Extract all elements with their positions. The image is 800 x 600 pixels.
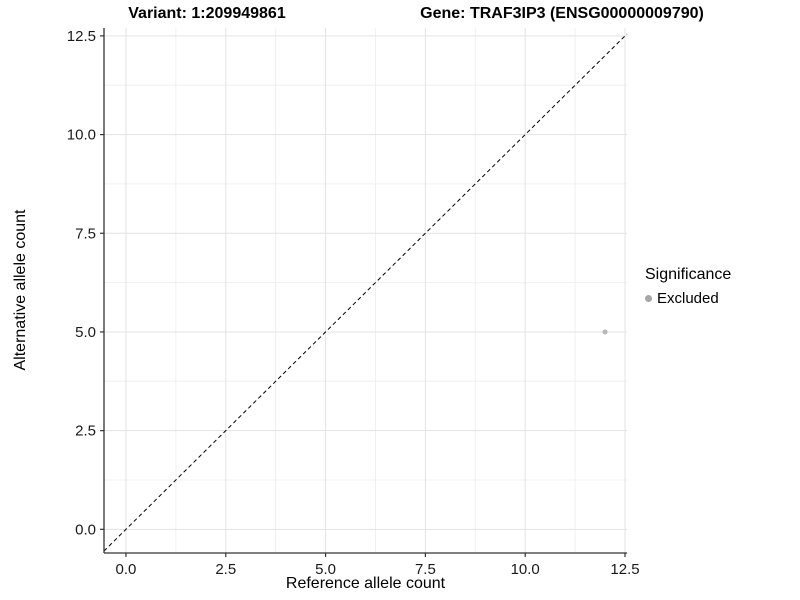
- x-tick-label: 10.0: [511, 561, 540, 578]
- legend: Significance Excluded: [645, 266, 731, 307]
- legend-item-label: Excluded: [657, 290, 719, 307]
- x-tick-label: 12.5: [610, 561, 639, 578]
- x-tick-label: 2.5: [215, 561, 236, 578]
- y-tick-label: 12.5: [67, 28, 96, 45]
- x-tick-label: 0.0: [116, 561, 137, 578]
- plot-title-variant: Variant: 1:209949861: [128, 5, 286, 22]
- y-tick-label: 2.5: [75, 423, 96, 440]
- plot-title-gene: Gene: TRAF3IP3 (ENSG00000009790): [420, 5, 704, 22]
- y-tick-label: 5.0: [75, 324, 96, 341]
- legend-item: Excluded: [645, 290, 731, 307]
- y-tick-label: 7.5: [75, 225, 96, 242]
- legend-point-icon: [645, 295, 652, 302]
- y-tick-label: 0.0: [75, 521, 96, 538]
- x-axis-title: Reference allele count: [285, 575, 446, 592]
- data-point: [602, 329, 608, 335]
- y-tick-label: 10.0: [67, 127, 96, 144]
- legend-title: Significance: [645, 266, 732, 283]
- identity-dashed-line: [103, 33, 628, 552]
- y-axis-title: Alternative allele count: [12, 209, 29, 371]
- x-tick-label: 5.0: [315, 561, 336, 578]
- x-tick-label: 7.5: [415, 561, 436, 578]
